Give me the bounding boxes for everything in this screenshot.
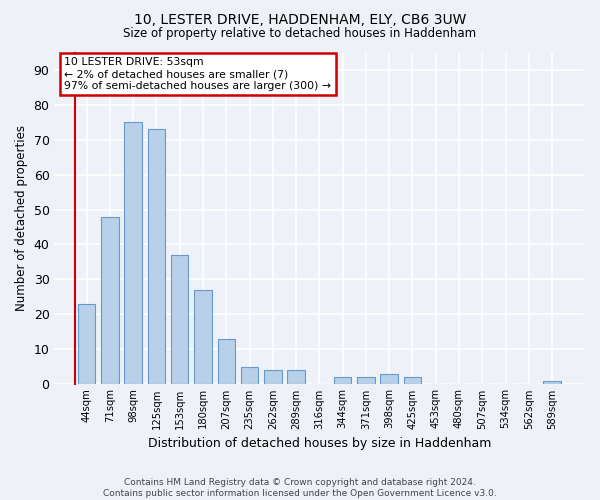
Bar xyxy=(544,380,561,384)
X-axis label: Distribution of detached houses by size in Haddenham: Distribution of detached houses by size … xyxy=(148,437,491,450)
Bar xyxy=(334,377,352,384)
Bar xyxy=(171,255,188,384)
Bar xyxy=(101,216,119,384)
Bar xyxy=(264,370,281,384)
Bar xyxy=(380,374,398,384)
Y-axis label: Number of detached properties: Number of detached properties xyxy=(15,126,28,312)
Bar xyxy=(218,338,235,384)
Text: 10, LESTER DRIVE, HADDENHAM, ELY, CB6 3UW: 10, LESTER DRIVE, HADDENHAM, ELY, CB6 3U… xyxy=(134,12,466,26)
Bar xyxy=(124,122,142,384)
Bar xyxy=(241,366,258,384)
Bar xyxy=(148,130,165,384)
Bar xyxy=(78,304,95,384)
Bar xyxy=(357,377,374,384)
Text: Contains HM Land Registry data © Crown copyright and database right 2024.
Contai: Contains HM Land Registry data © Crown c… xyxy=(103,478,497,498)
Bar xyxy=(287,370,305,384)
Bar xyxy=(404,377,421,384)
Text: Size of property relative to detached houses in Haddenham: Size of property relative to detached ho… xyxy=(124,28,476,40)
Text: 10 LESTER DRIVE: 53sqm
← 2% of detached houses are smaller (7)
97% of semi-detac: 10 LESTER DRIVE: 53sqm ← 2% of detached … xyxy=(64,58,331,90)
Bar xyxy=(194,290,212,384)
